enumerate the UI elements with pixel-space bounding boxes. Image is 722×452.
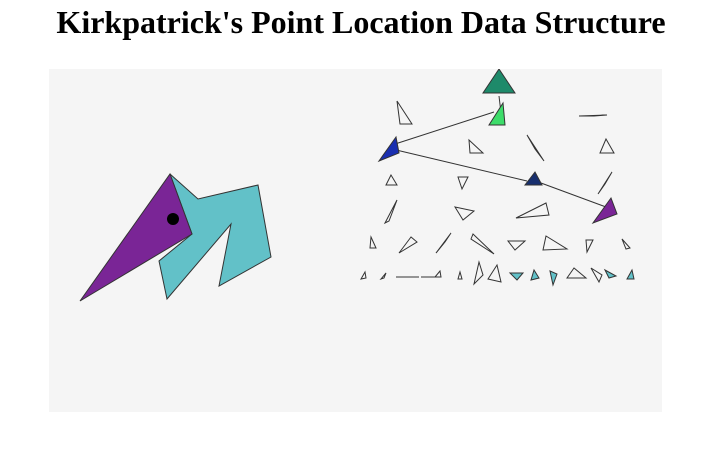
dag-node[interactable] xyxy=(457,176,469,191)
dag-node[interactable] xyxy=(453,206,476,221)
dag-node[interactable] xyxy=(487,263,502,283)
dag-node[interactable] xyxy=(470,233,495,255)
dag-node[interactable] xyxy=(435,232,452,254)
dag-node[interactable] xyxy=(530,268,540,281)
query-point-icon xyxy=(167,213,179,225)
dag-node-navy[interactable] xyxy=(523,171,543,186)
dag-node[interactable] xyxy=(626,268,635,280)
dag-node[interactable] xyxy=(468,138,485,154)
planar-subdivision xyxy=(79,172,272,302)
dag-node[interactable] xyxy=(396,100,413,125)
visualization-svg xyxy=(79,69,635,302)
hierarchy-dag xyxy=(360,69,635,287)
dag-node[interactable] xyxy=(383,199,398,225)
dag-node-blue[interactable] xyxy=(377,135,400,163)
dag-edge xyxy=(540,182,607,208)
dag-node[interactable] xyxy=(398,236,418,254)
dag-node[interactable] xyxy=(457,270,463,280)
dag-node[interactable] xyxy=(506,240,527,251)
dag-node-purple[interactable] xyxy=(591,196,618,225)
dag-node[interactable] xyxy=(590,267,603,284)
dag-node[interactable] xyxy=(369,235,377,249)
dag-node[interactable] xyxy=(549,270,558,287)
page-title: Kirkpatrick's Point Location Data Struct… xyxy=(56,4,666,40)
dag-node[interactable] xyxy=(603,268,618,279)
teal-region[interactable] xyxy=(158,173,272,301)
dag-root-node[interactable] xyxy=(482,69,516,94)
purple-region[interactable] xyxy=(79,172,193,302)
dag-node[interactable] xyxy=(473,260,484,286)
dag-node[interactable] xyxy=(585,239,594,254)
dag-edge xyxy=(391,148,528,182)
dag-node[interactable] xyxy=(599,137,615,154)
dag-node[interactable] xyxy=(379,272,387,281)
dag-node[interactable] xyxy=(515,202,550,219)
dag-node[interactable] xyxy=(433,269,442,278)
dag-node[interactable] xyxy=(621,238,631,250)
dag-node[interactable] xyxy=(542,235,569,251)
dag-node[interactable] xyxy=(360,270,367,280)
dag-node[interactable] xyxy=(508,272,525,281)
dag-node[interactable] xyxy=(597,171,613,195)
dag-node-green[interactable] xyxy=(488,101,506,126)
dag-edge xyxy=(391,111,495,146)
dag-node[interactable] xyxy=(385,173,398,186)
dag-node[interactable] xyxy=(566,267,588,279)
dag-node[interactable] xyxy=(526,134,545,162)
dag-node[interactable] xyxy=(578,114,608,117)
visualization-canvas[interactable] xyxy=(49,69,662,412)
